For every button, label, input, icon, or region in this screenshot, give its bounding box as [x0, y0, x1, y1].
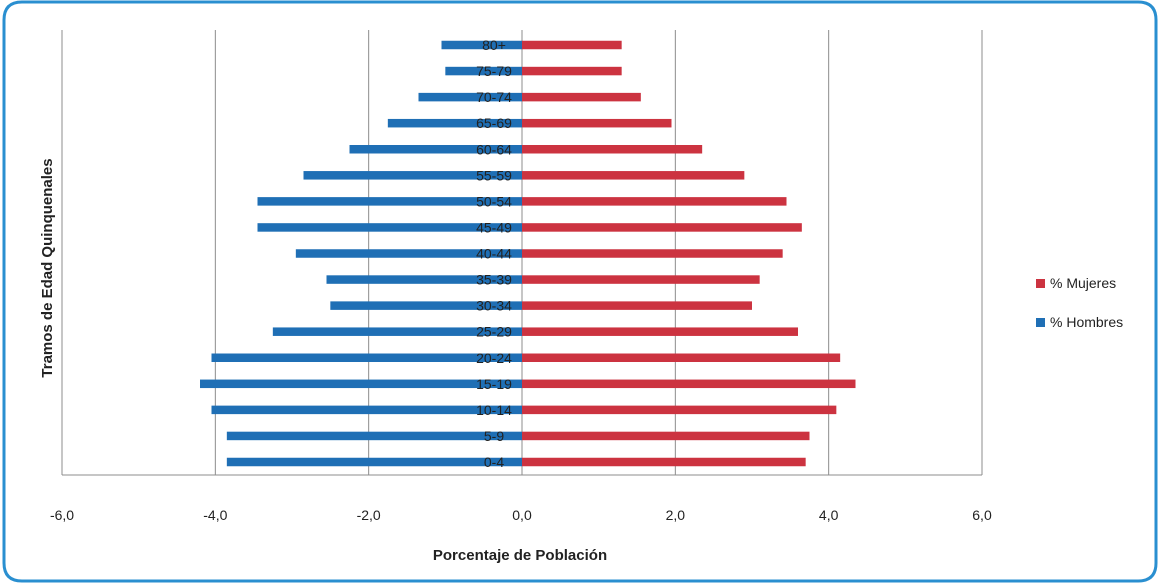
- category-label: 25-29: [476, 324, 512, 340]
- category-label: 0-4: [484, 454, 504, 470]
- bar-mujeres-15-19: [522, 379, 856, 389]
- legend-swatch: [1036, 279, 1045, 288]
- bar-mujeres-10-14: [522, 405, 837, 415]
- x-tick-label: 0,0: [512, 507, 532, 523]
- category-labels: 0-4 5-9 10-14 15-19 20-24 25-29 30-34 35-39 40-4…: [476, 37, 512, 470]
- category-label: 5-9: [484, 428, 504, 444]
- bar-hombres-35-39: [326, 275, 522, 284]
- category-label: 40-44: [476, 246, 512, 262]
- category-label: 60-64: [476, 141, 512, 157]
- bar-mujeres-45-49: [522, 223, 802, 232]
- legend-label: % Hombres: [1050, 314, 1123, 330]
- bar-mujeres-50-54: [522, 197, 787, 206]
- bar-hombres-70-74: [418, 92, 522, 102]
- category-label: 30-34: [476, 298, 512, 314]
- category-label: 10-14: [476, 402, 512, 418]
- bar-mujeres-65-69: [522, 118, 672, 128]
- bar-mujeres-30-34: [522, 301, 752, 310]
- bar-hombres-15-19: [200, 379, 522, 389]
- legend-swatch: [1036, 318, 1045, 327]
- x-tick-label: -2,0: [357, 507, 381, 523]
- bar-mujeres-40-44: [522, 249, 783, 258]
- category-label: 75-79: [476, 63, 512, 79]
- bar-hombres-20-24: [211, 353, 522, 362]
- bar-hombres-65-69: [387, 118, 522, 128]
- category-label: 80+: [482, 37, 506, 53]
- bar-mujeres-60-64: [522, 145, 703, 154]
- bar-hombres-55-59: [303, 171, 522, 180]
- bar-hombres-40-44: [295, 249, 522, 258]
- bar-hombres-60-64: [349, 145, 522, 154]
- x-tick-label: -6,0: [50, 507, 74, 523]
- bar-mujeres-0-4: [522, 457, 806, 467]
- x-tick-labels: -6,0 -4,0 -2,0 0,0 2,0 4,0 6,0: [50, 507, 992, 523]
- category-label: 55-59: [476, 167, 512, 183]
- legend: % Mujeres % Hombres: [1036, 275, 1123, 330]
- bar-mujeres-5-9: [522, 431, 810, 441]
- bar-mujeres-35-39: [522, 275, 760, 284]
- category-label: 35-39: [476, 272, 512, 288]
- bar-mujeres-25-29: [522, 327, 798, 336]
- category-label: 45-49: [476, 219, 512, 235]
- bar-mujeres-55-59: [522, 171, 745, 180]
- x-axis-label: Porcentaje de Población: [433, 547, 607, 564]
- bar-mujeres-70-74: [522, 92, 641, 102]
- category-label: 15-19: [476, 376, 512, 392]
- x-tick-label: 4,0: [819, 507, 839, 523]
- bar-hombres-10-14: [211, 405, 522, 415]
- bar-hombres-80plus: [441, 40, 522, 50]
- bar-hombres-25-29: [272, 327, 522, 336]
- bars: [200, 40, 856, 467]
- category-label: 20-24: [476, 350, 512, 366]
- bar-mujeres-80plus: [522, 40, 622, 50]
- category-label: 70-74: [476, 89, 512, 105]
- bar-hombres-45-49: [257, 223, 522, 232]
- bar-hombres-30-34: [330, 301, 522, 310]
- category-label: 65-69: [476, 115, 512, 131]
- legend-label: % Mujeres: [1050, 275, 1116, 291]
- bar-hombres-50-54: [257, 197, 522, 206]
- x-tick-label: 6,0: [972, 507, 992, 523]
- bar-hombres-0-4: [226, 457, 523, 467]
- bar-mujeres-75-79: [522, 66, 622, 76]
- bar-hombres-5-9: [226, 431, 523, 441]
- x-tick-label: -4,0: [203, 507, 227, 523]
- bar-hombres-75-79: [445, 66, 522, 76]
- category-label: 50-54: [476, 193, 512, 209]
- y-axis-label: Tramos de Edad Quinquenales: [39, 158, 56, 377]
- bar-mujeres-20-24: [522, 353, 841, 362]
- x-tick-label: 2,0: [666, 507, 686, 523]
